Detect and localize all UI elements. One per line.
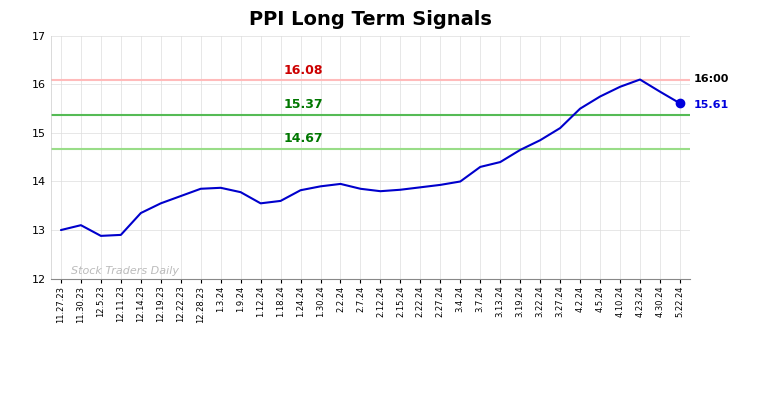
Text: 15.37: 15.37 bbox=[284, 98, 324, 111]
Text: 16.08: 16.08 bbox=[284, 64, 324, 76]
Text: 15.61: 15.61 bbox=[694, 100, 729, 110]
Text: 16:00: 16:00 bbox=[694, 74, 729, 84]
Title: PPI Long Term Signals: PPI Long Term Signals bbox=[249, 10, 492, 29]
Text: Stock Traders Daily: Stock Traders Daily bbox=[71, 266, 179, 276]
Text: 14.67: 14.67 bbox=[284, 132, 324, 145]
